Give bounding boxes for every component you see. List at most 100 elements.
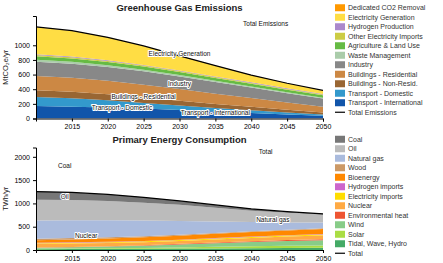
x-tick: 2045: [280, 119, 296, 131]
chart-panel: Greenhouse Gas Emissions 2015 2020 2025 2030…: [1, 2, 426, 130]
x-tick-label: 2035: [208, 255, 224, 262]
y-tick: 1500: [14, 177, 36, 184]
x-tick: 2025: [136, 250, 152, 262]
legend-item: Transport - Domestic: [335, 90, 414, 98]
y-tick-mark: [33, 203, 36, 204]
x-tick-mark: [72, 250, 73, 253]
annotation: Oil: [61, 193, 69, 200]
legend-swatch: [335, 193, 345, 200]
legend-item: Electricity imports: [335, 193, 403, 201]
y-tick-mark: [33, 60, 36, 61]
x-tick-mark: [287, 250, 288, 253]
legend-swatch: [335, 221, 345, 228]
legend-item: Other Electricity Imports: [335, 33, 423, 41]
y-tick-mark: [33, 89, 36, 90]
legend-label: Environmental heat: [348, 212, 408, 219]
area-layer: [36, 27, 323, 94]
x-tick-mark: [108, 250, 109, 253]
legend-line-swatch: [335, 112, 345, 113]
annotation: Transport - Domestic: [92, 104, 153, 112]
legend-label: Waste Management: [348, 52, 410, 60]
annotation: Total: [259, 148, 273, 155]
legend-label: Hydrogen imports: [348, 183, 404, 191]
x-axis: 2015 2020 2025 2030 2035 2040 2045 2050: [37, 119, 332, 131]
legend-label: Wood: [348, 164, 366, 171]
chart-title: Primary Energy Consumption: [112, 134, 246, 145]
y-tick-label: 1500: [14, 177, 30, 184]
annotation: Total Emissions: [243, 20, 289, 27]
x-tick-label: 2015: [65, 123, 81, 130]
legend-label: Buildings - Non-Resid.: [348, 80, 418, 88]
legend-item: Buildings - Non-Resid.: [335, 80, 418, 88]
legend: Dedicated CO2 RemovalElectricity Generat…: [335, 4, 426, 116]
legend-label: Wind: [348, 221, 364, 228]
legend-line-swatch: [335, 253, 345, 254]
legend-item: Electricity Generation: [335, 14, 415, 22]
x-tick: 2040: [244, 250, 260, 262]
legend-item: Waste Management: [335, 52, 410, 60]
y-tick: 600: [18, 71, 36, 78]
legend-item: Total Emissions: [335, 109, 397, 116]
x-tick-mark: [215, 250, 216, 253]
annotation: Transport - International: [181, 109, 251, 117]
legend-swatch: [335, 61, 345, 68]
legend-item: Industry: [335, 61, 373, 69]
x-tick-mark: [108, 119, 109, 122]
x-tick-mark: [180, 119, 181, 122]
y-tick-label: 800: [18, 57, 30, 64]
legend-label: Industry: [348, 61, 373, 69]
x-tick-label: 2030: [172, 123, 188, 130]
x-tick: 2050: [316, 119, 332, 131]
y-tick: 400: [18, 86, 36, 93]
legend-label: Buildings - Residential: [348, 71, 418, 79]
x-tick: 2020: [100, 250, 116, 262]
x-tick-label: 2045: [280, 123, 296, 130]
legend-label: Bioenergy: [348, 174, 380, 182]
x-tick: 2025: [136, 119, 152, 131]
x-tick-label: 2045: [280, 255, 296, 262]
x-tick: 2035: [208, 250, 224, 262]
y-tick-mark: [33, 119, 36, 120]
annotations: Electricity GenerationIndustryBuildings …: [92, 20, 289, 117]
y-tick-label: 400: [18, 86, 30, 93]
legend-item: Natural gas: [335, 155, 384, 163]
y-tick-mark: [33, 227, 36, 228]
legend-label: Electricity Generation: [348, 14, 415, 22]
x-axis-line: [37, 119, 324, 122]
y-axis: 02004006008001000: [14, 17, 36, 123]
y-tick-label: 200: [18, 101, 30, 108]
area-layer: [36, 27, 323, 91]
y-tick-label: 0: [26, 247, 30, 254]
legend-swatch: [335, 145, 345, 152]
legend-swatch: [335, 174, 345, 181]
x-tick-label: 2040: [244, 255, 260, 262]
legend-swatch: [335, 164, 345, 171]
x-tick: 2040: [244, 119, 260, 131]
x-tick: 2045: [280, 250, 296, 262]
plot-area: 2015202020252030203520402045205005001000…: [14, 148, 331, 262]
legend-swatch: [335, 240, 345, 247]
legend-swatch: [335, 212, 345, 219]
legend-swatch: [335, 71, 345, 78]
x-tick-label: 2020: [100, 255, 116, 262]
legend-item: Oil: [335, 145, 357, 152]
y-tick: 200: [18, 101, 36, 108]
x-tick: 2030: [172, 250, 188, 262]
legend-swatch: [335, 183, 345, 190]
x-tick: 2035: [208, 119, 224, 131]
chart-title: Greenhouse Gas Emissions: [116, 2, 242, 13]
legend-swatch: [335, 99, 345, 106]
x-tick-mark: [180, 250, 181, 253]
y-tick-mark: [33, 250, 36, 251]
x-tick: 2020: [100, 119, 116, 131]
legend-item: Total: [335, 250, 363, 257]
legend-item: Nuclear: [335, 202, 373, 209]
legend-swatch: [335, 231, 345, 238]
x-tick: 2015: [65, 119, 81, 131]
legend-swatch: [335, 155, 345, 162]
legend-label: Total: [348, 250, 363, 257]
y-tick-label: 600: [18, 71, 30, 78]
y-tick: 500: [18, 223, 36, 230]
y-tick-mark: [33, 45, 36, 46]
legend-swatch: [335, 33, 345, 40]
